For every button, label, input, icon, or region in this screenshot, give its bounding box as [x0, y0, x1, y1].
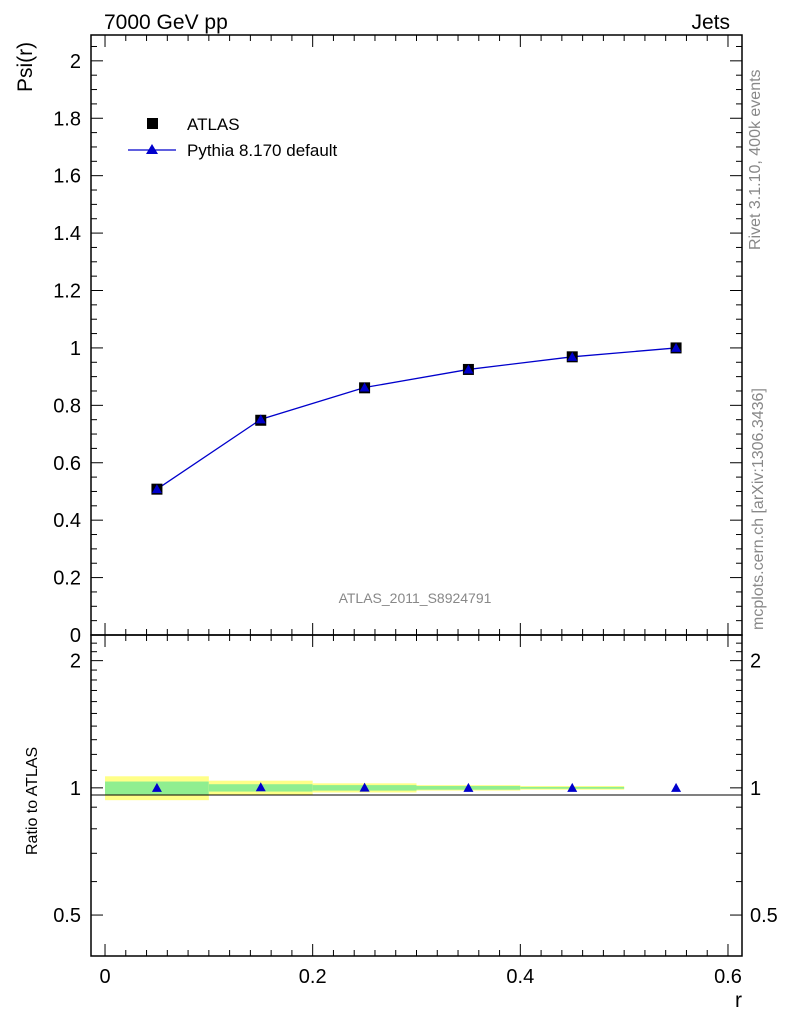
main-y-tick-label: 0.8	[53, 395, 81, 417]
legend-pythia-label: Pythia 8.170 default	[187, 141, 338, 160]
x-tick-label: 0.6	[714, 966, 742, 988]
main-y-tick-label: 2	[70, 51, 81, 73]
ratio-pythia-point	[463, 782, 474, 792]
main-series	[151, 342, 682, 495]
pythia-point	[255, 414, 266, 424]
x-axis-title: r	[735, 989, 742, 1012]
ratio-y-tick-label-right: 2	[750, 651, 761, 673]
analysis-watermark: ATLAS_2011_S8924791	[339, 590, 492, 606]
main-axis-ticks: 0 0.2 0.4 0.6 0.8 1 1.2 1.4 1.6 1.8 2	[53, 35, 742, 647]
pythia-line	[156, 347, 677, 490]
legend-atlas-label: ATLAS	[187, 115, 240, 134]
ratio-y-tick-label-right: 0.5	[750, 905, 778, 927]
ratio-series	[151, 782, 682, 792]
pythia-point	[359, 382, 370, 392]
main-y-axis-title: Psi(r)	[14, 42, 37, 92]
header-right: Jets	[691, 11, 730, 34]
main-y-tick-label: 1	[70, 338, 81, 360]
ratio-y-tick-label-right: 1	[750, 778, 761, 800]
ratio-pythia-point	[359, 782, 370, 792]
ratio-axis-ticks: 0.5 0.5 1 1 2 2 0 0.2 0.4 0.6	[53, 635, 778, 988]
main-y-tick-label: 0.6	[53, 453, 81, 475]
main-y-tick-label: 0.2	[53, 568, 81, 590]
pythia-point	[463, 364, 474, 374]
main-y-tick-label: 1.4	[53, 223, 81, 245]
main-y-tick-label: 1.2	[53, 281, 81, 303]
ratio-pythia-point	[151, 782, 162, 792]
legend-pythia-marker	[146, 144, 158, 154]
ratio-y-tick-label: 1	[70, 778, 81, 800]
main-y-tick-label: 0	[70, 625, 81, 647]
ratio-pythia-point	[567, 782, 578, 792]
ratio-y-tick-label: 2	[70, 651, 81, 673]
legend-atlas-marker	[147, 118, 158, 129]
x-tick-label: 0.4	[506, 966, 534, 988]
ratio-pythia-point	[255, 782, 266, 792]
header-left: 7000 GeV pp	[104, 11, 228, 34]
main-y-tick-label: 1.6	[53, 166, 81, 188]
ratio-y-tick-label: 0.5	[53, 905, 81, 927]
x-tick-label: 0.2	[299, 966, 327, 988]
ratio-pythia-point	[671, 782, 682, 792]
pythia-point	[671, 342, 682, 352]
rivet-label: Rivet 3.1.10, 400k events	[747, 69, 764, 250]
pythia-point	[151, 484, 162, 494]
x-tick-label: 0	[99, 966, 110, 988]
mcplots-label: mcplots.cern.ch [arXiv:1306.3436]	[750, 388, 767, 630]
pythia-point	[567, 351, 578, 361]
main-y-tick-label: 0.4	[53, 510, 81, 532]
main-y-tick-label: 1.8	[53, 108, 81, 130]
ratio-panel-frame	[90, 634, 743, 957]
ratio-y-axis-title: Ratio to ATLAS	[24, 747, 41, 855]
legend: ATLAS Pythia 8.170 default	[128, 115, 338, 160]
